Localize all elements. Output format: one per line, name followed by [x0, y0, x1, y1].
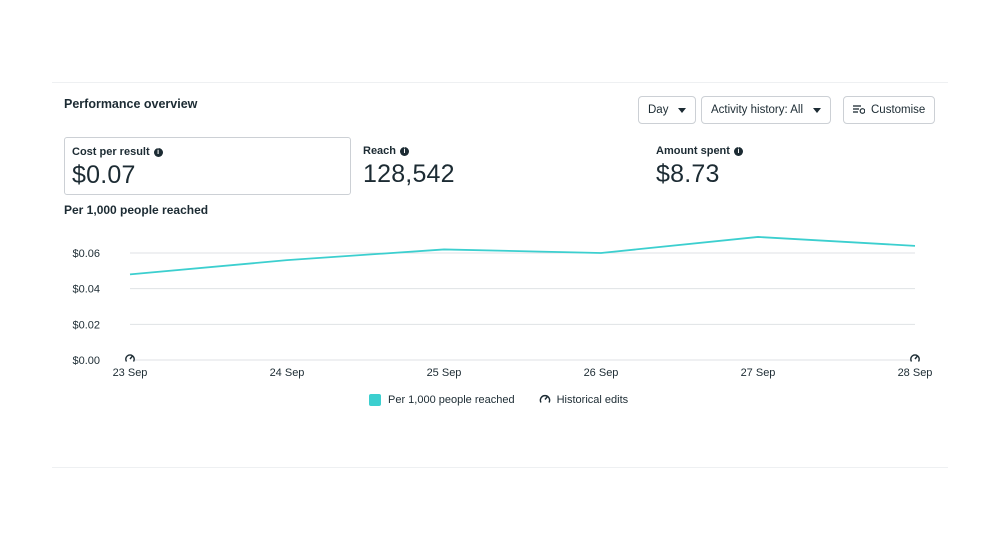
activity-history-label: Activity history: All [711, 104, 804, 116]
legend-series-label: Per 1,000 people reached [388, 394, 515, 406]
customise-icon [853, 104, 866, 117]
series-line [129, 236, 916, 276]
x-tick-label: 27 Sep [741, 367, 776, 379]
x-tick-label: 25 Sep [427, 367, 462, 379]
gauge-icon [539, 393, 551, 407]
x-tick-label: 26 Sep [584, 367, 619, 379]
caret-down-icon [813, 107, 822, 113]
data-point[interactable] [127, 271, 133, 277]
performance-overview-panel: Performance overview Day Activity histor… [52, 82, 948, 468]
x-tick-label: 28 Sep [898, 367, 933, 379]
chart-legend: Per 1,000 people reached Historical edit… [369, 393, 652, 407]
line-chart: $0.00 $0.02 $0.04 $0.06 23 Sep 24 Sep 25 Sep 26… [72, 234, 933, 379]
legend-item-series[interactable]: Per 1,000 people reached [369, 394, 515, 406]
data-point[interactable] [441, 246, 447, 252]
x-tick-label: 24 Sep [270, 367, 305, 379]
metric-value: 128,542 [363, 160, 455, 188]
legend-edits-label: Historical edits [556, 394, 629, 406]
day-dropdown[interactable]: Day [638, 96, 697, 124]
data-point[interactable] [755, 234, 761, 240]
caret-down-icon [678, 107, 687, 113]
chart-title: Per 1,000 people reached [64, 203, 209, 217]
metric-label: Cost per result [72, 146, 150, 158]
metric-value: $0.07 [72, 161, 136, 189]
metric-label: Amount spent [656, 145, 730, 157]
activity-history-dropdown[interactable]: Activity history: All [701, 96, 832, 124]
y-tick-label: $0.00 [72, 355, 100, 367]
legend-item-historical-edits[interactable]: Historical edits [539, 393, 629, 407]
customise-label: Customise [871, 104, 926, 116]
data-point[interactable] [284, 257, 290, 263]
info-icon[interactable]: i [733, 146, 743, 156]
metric-reach[interactable]: Reach i 128,542 [356, 137, 643, 195]
historical-edit-marker[interactable] [125, 354, 135, 362]
y-tick-label: $0.02 [72, 319, 100, 331]
x-tick-label: 23 Sep [113, 367, 148, 379]
y-tick-label: $0.04 [72, 284, 100, 296]
legend-swatch [369, 394, 381, 406]
historical-edit-marker[interactable] [910, 354, 920, 362]
panel-title: Performance overview [64, 97, 198, 111]
data-point[interactable] [598, 250, 604, 256]
customise-button[interactable]: Customise [843, 96, 936, 124]
metric-value: $8.73 [656, 160, 720, 188]
data-point[interactable] [912, 243, 918, 249]
y-tick-label: $0.06 [72, 248, 100, 260]
info-icon[interactable]: i [400, 146, 410, 156]
metric-cost-per-result[interactable]: Cost per result i $0.07 [64, 137, 351, 195]
day-dropdown-label: Day [648, 104, 669, 116]
info-icon[interactable]: i [153, 147, 163, 157]
metric-amount-spent[interactable]: Amount spent i $8.73 [649, 137, 936, 195]
metric-label: Reach [363, 145, 397, 157]
